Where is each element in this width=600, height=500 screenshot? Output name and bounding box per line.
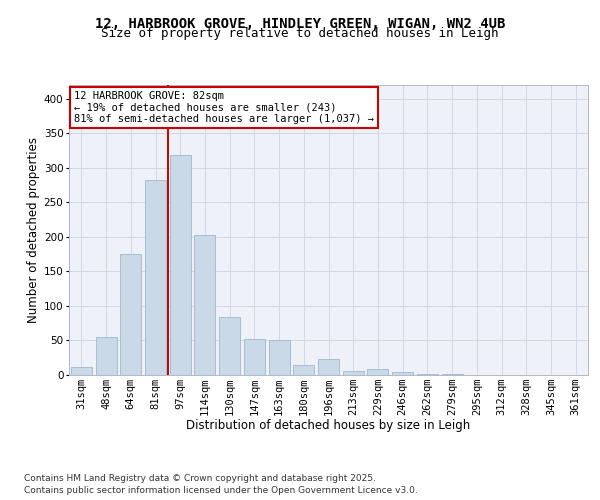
- Bar: [170, 156, 191, 375]
- Text: 12 HARBROOK GROVE: 82sqm
← 19% of detached houses are smaller (243)
81% of semi-: 12 HARBROOK GROVE: 82sqm ← 19% of detach…: [74, 91, 374, 124]
- Bar: [95, 337, 116, 375]
- Bar: [293, 364, 314, 375]
- Bar: [318, 359, 339, 375]
- Bar: [367, 369, 388, 375]
- Bar: [244, 339, 265, 375]
- Bar: [417, 374, 438, 375]
- Text: 12, HARBROOK GROVE, HINDLEY GREEN, WIGAN, WN2 4UB: 12, HARBROOK GROVE, HINDLEY GREEN, WIGAN…: [95, 18, 505, 32]
- Bar: [194, 235, 215, 375]
- Bar: [120, 254, 141, 375]
- Bar: [392, 372, 413, 375]
- Y-axis label: Number of detached properties: Number of detached properties: [26, 137, 40, 323]
- Bar: [219, 317, 240, 375]
- Bar: [343, 371, 364, 375]
- Text: Size of property relative to detached houses in Leigh: Size of property relative to detached ho…: [101, 28, 499, 40]
- Bar: [71, 366, 92, 375]
- X-axis label: Distribution of detached houses by size in Leigh: Distribution of detached houses by size …: [187, 420, 470, 432]
- Text: Contains HM Land Registry data © Crown copyright and database right 2025.
Contai: Contains HM Land Registry data © Crown c…: [24, 474, 418, 495]
- Bar: [269, 340, 290, 375]
- Bar: [442, 374, 463, 375]
- Bar: [145, 180, 166, 375]
